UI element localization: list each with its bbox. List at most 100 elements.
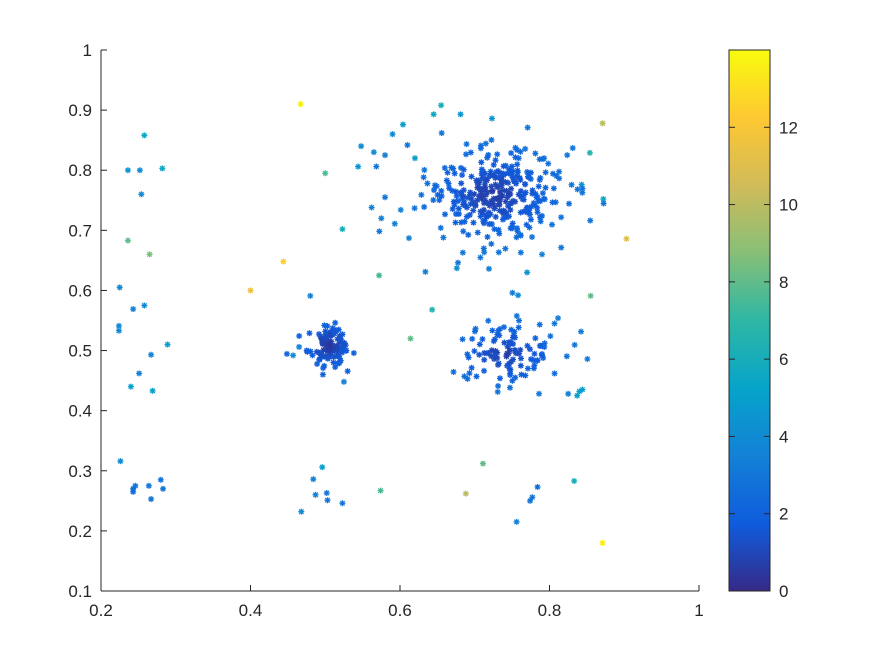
data-point	[319, 371, 326, 378]
data-point	[370, 149, 377, 156]
data-point	[488, 221, 495, 228]
data-point	[159, 165, 166, 172]
data-point	[323, 490, 330, 497]
data-point	[460, 187, 467, 194]
data-point	[502, 170, 509, 177]
data-point	[130, 306, 137, 313]
data-point	[136, 370, 143, 377]
data-point	[138, 191, 145, 198]
data-point	[513, 234, 520, 241]
data-point	[477, 208, 484, 215]
data-point	[478, 159, 485, 166]
data-point	[516, 350, 523, 357]
data-point	[556, 168, 563, 175]
data-point	[326, 331, 333, 338]
data-point	[127, 383, 134, 390]
data-point	[492, 174, 499, 181]
colorbar-tick-label: 0	[779, 582, 788, 601]
data-point	[391, 220, 398, 227]
data-point	[470, 219, 477, 226]
data-point	[576, 388, 583, 395]
data-point	[495, 360, 502, 367]
data-point	[494, 195, 501, 202]
data-point	[550, 185, 557, 192]
data-point	[494, 354, 501, 361]
data-point	[432, 182, 439, 189]
data-point	[517, 249, 524, 256]
data-point	[534, 209, 541, 216]
data-point	[421, 166, 428, 173]
data-point	[450, 165, 457, 172]
data-point	[466, 370, 473, 377]
axes: 0.2 0.4 0.6 0.8 10.10.20.30.40.50.60.70.80.9…	[68, 41, 703, 620]
data-point	[411, 155, 418, 162]
data-point	[484, 350, 491, 357]
data-point	[536, 321, 543, 328]
data-point	[477, 254, 484, 261]
data-point	[283, 350, 290, 357]
data-point	[498, 177, 505, 184]
colorbar: 0 2 4 6 8 10 12	[728, 49, 798, 601]
data-point	[124, 167, 131, 174]
data-point	[528, 356, 535, 363]
data-point	[476, 179, 483, 186]
data-point	[399, 121, 406, 128]
data-point	[476, 341, 483, 348]
points-layer	[115, 101, 630, 546]
data-point	[579, 185, 586, 192]
data-point	[534, 484, 541, 491]
data-point	[472, 201, 479, 208]
data-point	[515, 155, 522, 162]
data-point	[521, 191, 528, 198]
y-tick-label: 0.2	[68, 522, 92, 541]
x-tick-label: 1	[694, 601, 703, 620]
data-point	[542, 184, 549, 191]
data-point	[563, 353, 570, 360]
data-point	[495, 249, 502, 256]
data-point	[534, 357, 541, 364]
colorbar-tick-label: 4	[779, 427, 788, 446]
data-point	[454, 259, 461, 266]
data-point	[536, 176, 543, 183]
data-point	[528, 203, 535, 210]
data-point	[495, 167, 502, 174]
data-point	[494, 388, 501, 395]
data-point	[517, 362, 524, 369]
data-point	[558, 214, 565, 221]
data-point	[478, 166, 485, 173]
data-point	[507, 370, 514, 377]
data-point	[503, 353, 510, 360]
data-point	[339, 331, 346, 338]
data-point	[500, 163, 507, 170]
data-point	[148, 496, 155, 503]
data-point	[473, 373, 480, 380]
data-point	[438, 193, 445, 200]
data-point	[438, 187, 445, 194]
data-point	[453, 265, 460, 272]
data-point	[339, 500, 346, 507]
data-point	[513, 180, 520, 187]
data-point	[479, 174, 486, 181]
data-point	[290, 352, 297, 359]
colorbar-tick-label: 10	[779, 196, 798, 215]
data-point	[587, 217, 594, 224]
data-point	[474, 184, 481, 191]
data-point	[355, 163, 362, 170]
data-point	[480, 218, 487, 225]
data-point	[464, 351, 471, 358]
data-point	[578, 181, 585, 188]
data-point	[117, 458, 124, 465]
data-point	[496, 375, 503, 382]
data-point	[459, 249, 466, 256]
data-point	[599, 539, 606, 546]
data-point	[507, 206, 514, 213]
data-point	[515, 317, 522, 324]
data-point	[495, 226, 502, 233]
data-point	[483, 177, 490, 184]
data-point	[539, 351, 546, 358]
data-point	[130, 488, 137, 495]
data-point	[600, 200, 607, 207]
data-point	[382, 194, 389, 201]
data-point	[586, 149, 593, 156]
data-point	[307, 292, 314, 299]
